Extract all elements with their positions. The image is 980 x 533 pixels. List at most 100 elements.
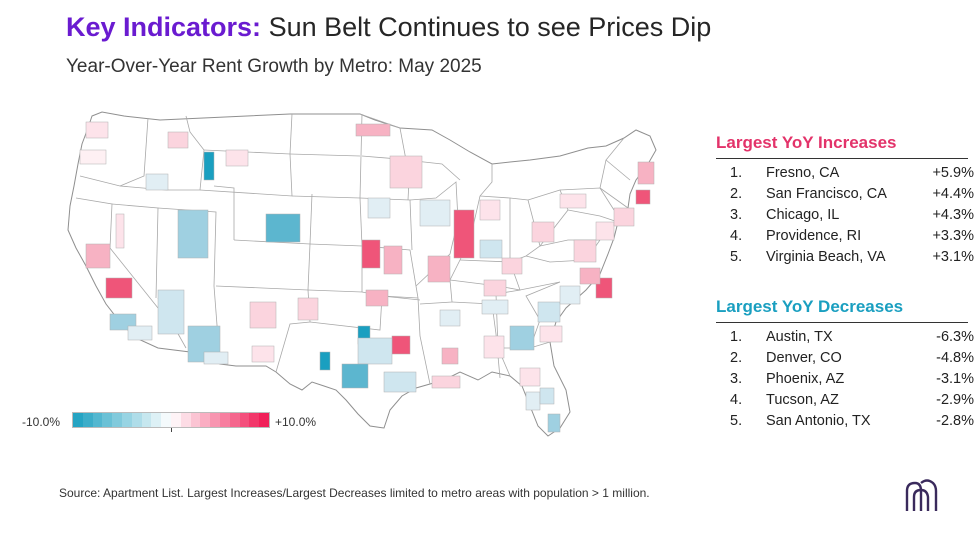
decrease-row: 4. Tucson, AZ -2.9% [716,390,974,411]
legend-swatch [131,413,142,427]
metro-name: Phoenix, AZ [766,371,845,387]
metro-name: Chicago, IL [766,207,840,223]
metro-louisville [483,279,507,297]
metro-spokane [167,131,189,149]
chart-subtitle: Year-Over-Year Rent Growth by Metro: May… [66,56,482,77]
metro-sioux-falls [367,197,391,219]
metro-el-paso [251,345,275,363]
metro-austin [319,351,331,371]
metro-nashville [481,299,509,315]
legend-swatch [112,413,122,427]
metro-billings [225,149,249,167]
metro-wichita [365,289,389,307]
metro-fargo [355,123,391,137]
divider [716,158,968,159]
rank-number: 5. [730,413,743,429]
legend-swatch [102,413,113,427]
metro-fresno [105,277,133,299]
metro-new-york [613,207,635,227]
rank-number: 3. [730,207,743,223]
metro-name: San Francisco, CA [766,186,887,202]
legend-swatch [200,413,211,427]
rent-change-value: -4.8% [936,350,974,366]
metro-tucson [203,351,229,365]
rank-number: 1. [730,329,743,345]
largest-increases-title: Largest YoY Increases [716,133,897,152]
rent-change-value: -2.8% [936,413,974,429]
decrease-row: 2. Denver, CO -4.8% [716,348,974,369]
metro-indianapolis [479,239,503,259]
decrease-row: 3. Phoenix, AZ -3.1% [716,369,974,390]
legend-swatch [259,413,269,427]
legend-swatch [161,413,171,427]
metro-detroit [479,199,501,221]
divider [716,322,968,323]
largest-decreases-panel: Largest YoY Decreases 1. Austin, TX -6.3% 2… [716,296,974,432]
color-scale-legend [72,412,270,428]
legend-swatch [210,413,220,427]
legend-swatch [141,413,152,427]
metro-name: San Antonio, TX [766,413,871,429]
largest-increases-panel: Largest YoY Increases 1. Fresno, CA +5.9% 2… [716,132,974,268]
metro-name: Fresno, CA [766,165,840,181]
rent-change-value: +4.3% [932,207,974,223]
metro-jacksonville [519,367,541,387]
rank-number: 1. [730,165,743,181]
increase-row: 1. Fresno, CA +5.9% [716,163,974,184]
rank-number: 2. [730,186,743,202]
us-metro-map [67,111,657,437]
chart-title: Key Indicators: Sun Belt Continues to se… [66,10,711,44]
title-rest: Sun Belt Continues to see Prices Dip [268,12,712,42]
legend-swatch [249,413,260,427]
increase-row: 5. Virginia Beach, VA +3.1% [716,247,974,268]
increase-row: 2. San Francisco, CA +4.4% [716,184,974,205]
largest-increases-list: 1. Fresno, CA +5.9% 2. San Francisco, CA +4.4… [716,163,974,268]
metro-washington-dc [573,239,597,263]
metro-seattle [85,121,109,139]
largest-decreases-title: Largest YoY Decreases [716,297,904,316]
increase-row: 3. Chicago, IL +4.3% [716,205,974,226]
metro-birmingham [483,335,505,359]
metro-columbia [539,325,563,343]
metro-salt-lake [177,209,209,259]
metro-boise [145,173,169,191]
increase-row: 4. Providence, RI +3.3% [716,226,974,247]
metro-sacramento [85,243,111,269]
metro-name: Providence, RI [766,228,862,244]
metro-kansas-city [383,245,403,275]
legend-swatch [180,413,191,427]
legend-swatch [121,413,132,427]
rank-number: 4. [730,228,743,244]
metro-pittsburgh [531,221,555,243]
decrease-row: 5. San Antonio, TX -2.8% [716,411,974,432]
rank-number: 5. [730,249,743,265]
metro-minneapolis [389,155,423,189]
metro-lubbock [297,297,319,321]
legend-swatch [170,413,181,427]
title-accent: Key Indicators: [66,12,262,42]
rank-number: 3. [730,371,743,387]
legend-swatch [190,413,201,427]
metro-reno [115,213,125,249]
building-arches-logo-icon [905,479,938,511]
largest-decreases-list: 1. Austin, TX -6.3% 2. Denver, CO -4.8% 3. Phoe… [716,327,974,432]
metro-name: Tucson, AZ [766,392,839,408]
decrease-row: 1. Austin, TX -6.3% [716,327,974,348]
metro-houston [383,371,417,393]
rent-change-value: -3.1% [936,371,974,387]
metro-san-diego [127,325,153,341]
metro-st-louis [427,255,451,283]
legend-max-label: +10.0% [275,415,317,429]
rent-change-value: +5.9% [932,165,974,181]
metro-memphis [439,309,461,327]
metro-charlotte [537,301,561,323]
metro-jackson [441,347,459,365]
legend-zero-tick [171,428,172,432]
legend-swatch [92,413,103,427]
metro-miami [547,413,561,433]
rent-change-value: -2.9% [936,392,974,408]
metro-portland [79,149,107,165]
metro-tulsa [391,335,411,355]
metro-name: Virginia Beach, VA [766,249,886,265]
metro-denver [265,213,301,243]
